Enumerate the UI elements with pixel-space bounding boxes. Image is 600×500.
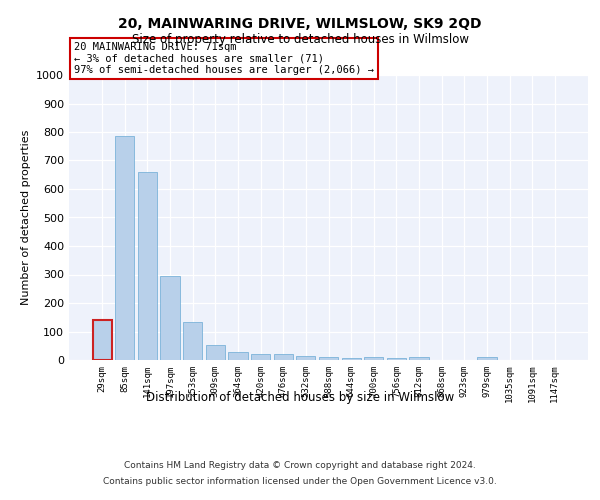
Bar <box>92 320 112 360</box>
Text: 20, MAINWARING DRIVE, WILMSLOW, SK9 2QD: 20, MAINWARING DRIVE, WILMSLOW, SK9 2QD <box>118 18 482 32</box>
Text: Size of property relative to detached houses in Wilmslow: Size of property relative to detached ho… <box>131 32 469 46</box>
Bar <box>387 358 406 360</box>
Bar <box>206 345 225 360</box>
Text: Distribution of detached houses by size in Wilmslow: Distribution of detached houses by size … <box>146 391 454 404</box>
Text: Contains HM Land Registry data © Crown copyright and database right 2024.: Contains HM Land Registry data © Crown c… <box>124 460 476 469</box>
Bar <box>251 354 270 360</box>
Text: 20 MAINWARING DRIVE: 71sqm
← 3% of detached houses are smaller (71)
97% of semi-: 20 MAINWARING DRIVE: 71sqm ← 3% of detac… <box>74 42 374 75</box>
Bar <box>138 172 157 360</box>
Bar <box>160 276 180 360</box>
Bar <box>115 136 134 360</box>
Bar <box>183 322 202 360</box>
Bar <box>364 357 383 360</box>
Bar <box>341 358 361 360</box>
Y-axis label: Number of detached properties: Number of detached properties <box>20 130 31 305</box>
Bar <box>274 354 293 360</box>
Bar <box>319 357 338 360</box>
Bar <box>229 352 248 360</box>
Text: Contains public sector information licensed under the Open Government Licence v3: Contains public sector information licen… <box>103 476 497 486</box>
Bar <box>296 356 316 360</box>
Bar <box>477 357 497 360</box>
Bar <box>409 357 428 360</box>
